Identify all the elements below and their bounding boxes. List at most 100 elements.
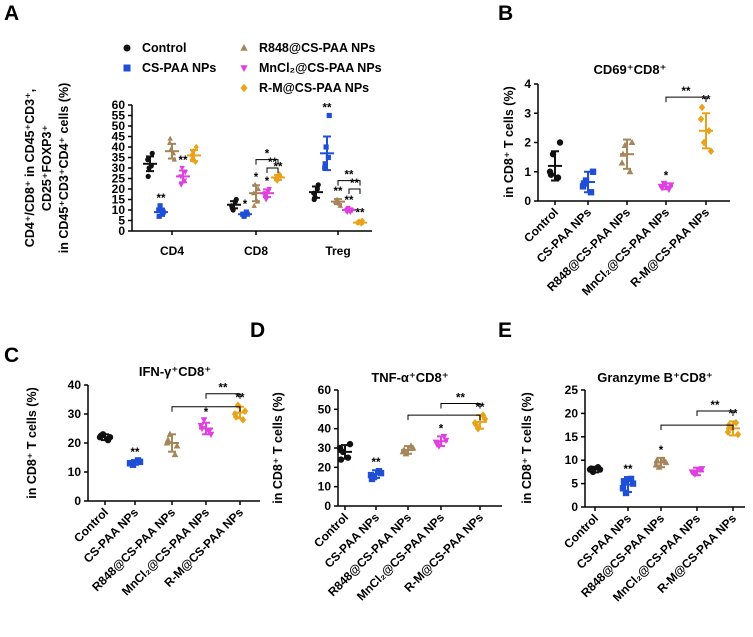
panel-c-data-point: [171, 450, 179, 458]
panel-e-data-point: [652, 461, 660, 468]
panel-a-significance-mark: **: [345, 195, 354, 207]
panel-c-data-point: [200, 417, 208, 424]
panel-c-data-point: [232, 413, 240, 421]
panel-b-sig-bracket: [665, 96, 707, 103]
panel-d-y-tick-label: 60: [318, 383, 332, 397]
panel-a-y-tick-label: 55: [112, 109, 126, 123]
panel-b-data-point: [580, 180, 588, 187]
panel-d-y-label: in CD8⁺ T cells (%): [271, 392, 285, 503]
panel-a-sig-bracket: [337, 180, 361, 186]
panel-d-bracket-label: **: [456, 393, 465, 405]
panel-a-data-point: [263, 197, 269, 203]
panel-a-data-point: [251, 202, 257, 208]
panel-d-sig-bracket: [407, 414, 481, 421]
panel-a-y-tick-label: 30: [112, 161, 126, 175]
panel-b-data-point: [554, 174, 562, 181]
panel-c-data-point: [173, 442, 181, 449]
panel-b-data-point: [547, 171, 555, 178]
panel-e-title: Granzyme B⁺CD8⁺: [597, 370, 713, 385]
panel-a-significance-mark: *: [243, 199, 248, 211]
panel-a-category-label: Treg: [325, 244, 350, 258]
panel-a-legend-marker: [240, 83, 248, 93]
panel-a-data-point: [145, 173, 151, 179]
panel-d-sig-bracket: [440, 403, 481, 409]
panel-a-y-tick-label: 40: [112, 140, 126, 154]
panel-a-data-point: [326, 112, 332, 119]
panel-e-data-point: [653, 456, 661, 463]
panel-a-legend-marker: [123, 44, 131, 52]
panel-label-D: D: [250, 319, 265, 342]
panel-e-sig-bracket: [660, 424, 734, 431]
panel-b-data-point: [628, 138, 636, 146]
panel-b-bracket-label: **: [682, 86, 691, 98]
panel-e-data-point: [724, 428, 732, 436]
panel-c-y-tick-label: 30: [68, 407, 82, 421]
panel-a-legend-marker: [240, 65, 248, 73]
panel-b-title: CD69⁺CD8⁺: [594, 62, 667, 77]
panel-a-y-tick-label: 15: [112, 193, 126, 207]
panel-a-significance-mark: *: [254, 172, 259, 184]
panel-c-data-point: [164, 436, 172, 443]
panel-a-y-label: in CD45⁺CD3⁺CD4⁺ cells (%): [57, 83, 71, 254]
panel-d-title: TNF-α⁺CD8⁺: [371, 370, 448, 385]
panel-a-y-tick-label: 20: [112, 182, 126, 196]
panel-c-data-point: [241, 407, 249, 415]
panel-c-bracket-label: **: [219, 383, 228, 395]
panel-a-data-point: [325, 154, 331, 161]
panel-d-y-tick-label: 50: [318, 402, 332, 416]
panel-b-data-point: [698, 103, 706, 112]
panel-b-data-point: [697, 115, 705, 123]
panel-a-sig-bracket: [348, 188, 361, 194]
panel-d-y-tick-label: 0: [324, 499, 331, 513]
panel-a-legend-label: Control: [142, 41, 186, 55]
panel-a-y-tick-label: 45: [112, 130, 126, 144]
panel-a-bracket-label: **: [268, 157, 277, 169]
panel-b-data-point: [618, 159, 626, 166]
panel-c-y-tick-label: 0: [74, 494, 81, 508]
panel-b-data-point: [707, 147, 715, 156]
panel-a-data-point: [322, 161, 328, 167]
panel-e-y-tick-label: 25: [565, 383, 579, 397]
panel-a-significance-mark: **: [334, 186, 343, 198]
panel-c-sig-bracket: [205, 393, 241, 399]
panel-a-y-tick-label: 5: [118, 214, 125, 228]
panel-a-legend-label: R-M@CS-PAA NPs: [259, 81, 369, 95]
panel-a-y-tick-label: 60: [112, 98, 126, 112]
panel-b-significance-mark: *: [664, 170, 669, 182]
panel-d-data-point: [433, 441, 441, 448]
panel-e-y-tick-label: 20: [565, 406, 579, 420]
panel-label-E: E: [498, 319, 512, 342]
panel-c-y-label: in CD8⁺ T cells (%): [25, 387, 39, 498]
panel-c-y-tick-label: 20: [68, 436, 82, 450]
panel-b-y-tick-label: 1: [524, 165, 531, 179]
panel-a-bracket-label: **: [345, 170, 354, 182]
panel-e-y-tick-label: 0: [571, 500, 578, 514]
panel-a-data-point: [193, 143, 199, 151]
panel-c-y-tick-label: 40: [68, 378, 82, 392]
panel-a-significance-mark: **: [157, 193, 166, 205]
panel-e-data-point: [619, 485, 627, 492]
panel-a-significance-mark: **: [323, 103, 332, 115]
panel-a-category-label: CD4: [160, 244, 184, 258]
panel-a-data-point: [167, 135, 173, 141]
panel-b-y-tick-label: 0: [524, 194, 531, 208]
panel-a-bracket-label: **: [350, 178, 359, 190]
panel-d-y-tick-label: 10: [318, 480, 332, 494]
panel-a-legend-marker: [240, 43, 248, 51]
panel-a-category-label: CD8: [244, 244, 268, 258]
panel-a-significance-mark: **: [356, 208, 365, 220]
panel-a-significance-mark: *: [265, 176, 270, 188]
panel-c-title: IFN-γ⁺CD8⁺: [139, 364, 211, 379]
panel-d-y-tick-label: 30: [318, 441, 332, 455]
panel-a-data-point: [322, 165, 328, 171]
panel-b-y-tick-label: 3: [524, 106, 531, 120]
panel-a-y-tick-label: 0: [118, 224, 125, 238]
panel-e-significance-mark: *: [659, 445, 664, 457]
panel-b-y-tick-label: 2: [524, 136, 531, 150]
panel-a-legend-label: MnCl₂@CS-PAA NPs: [259, 61, 382, 75]
panel-c-significance-mark: **: [131, 447, 140, 459]
panel-e-significance-mark: **: [624, 464, 633, 476]
panel-b-data-point: [556, 139, 564, 146]
panel-a-y-tick-label: 35: [112, 151, 126, 165]
